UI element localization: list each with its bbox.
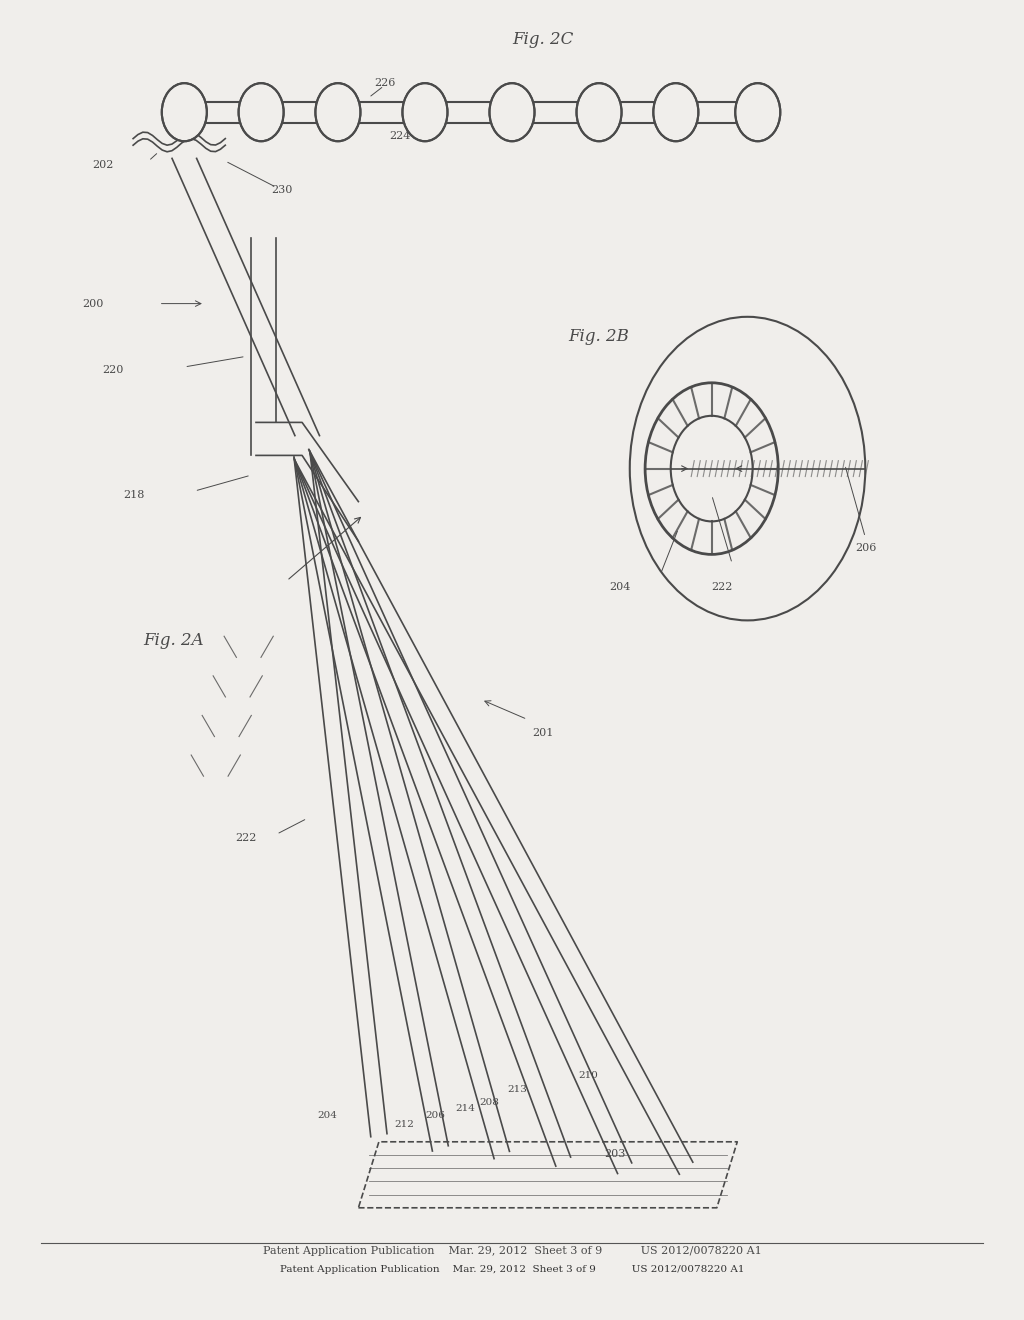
- Text: 204: 204: [609, 582, 631, 593]
- Text: Fig. 2B: Fig. 2B: [568, 329, 629, 345]
- Text: Fig. 2C: Fig. 2C: [512, 32, 573, 48]
- Circle shape: [162, 83, 207, 141]
- Text: 204: 204: [317, 1111, 337, 1119]
- Circle shape: [653, 83, 698, 141]
- Text: 214: 214: [456, 1105, 475, 1113]
- Circle shape: [239, 83, 284, 141]
- Text: 224: 224: [389, 131, 411, 141]
- Text: Patent Application Publication    Mar. 29, 2012  Sheet 3 of 9           US 2012/: Patent Application Publication Mar. 29, …: [280, 1266, 744, 1274]
- Text: 210: 210: [579, 1072, 598, 1080]
- Text: Patent Application Publication    Mar. 29, 2012  Sheet 3 of 9           US 2012/: Patent Application Publication Mar. 29, …: [262, 1246, 762, 1257]
- Text: 213: 213: [507, 1085, 526, 1093]
- Text: 230: 230: [271, 185, 293, 195]
- Text: 208: 208: [479, 1098, 499, 1106]
- Text: 200: 200: [82, 298, 103, 309]
- Circle shape: [402, 83, 447, 141]
- Text: 201: 201: [532, 727, 554, 738]
- Circle shape: [315, 83, 360, 141]
- Text: 222: 222: [236, 833, 257, 843]
- Text: 218: 218: [123, 490, 144, 500]
- Text: 202: 202: [92, 160, 114, 170]
- Text: 206: 206: [425, 1111, 444, 1119]
- Text: Fig. 2A: Fig. 2A: [143, 632, 204, 648]
- Circle shape: [577, 83, 622, 141]
- Text: 220: 220: [102, 364, 124, 375]
- Circle shape: [735, 83, 780, 141]
- Text: 212: 212: [394, 1121, 414, 1129]
- Text: 222: 222: [712, 582, 733, 593]
- Circle shape: [489, 83, 535, 141]
- Text: 206: 206: [855, 543, 877, 553]
- Text: 226: 226: [374, 78, 395, 88]
- Text: 203: 203: [604, 1148, 626, 1159]
